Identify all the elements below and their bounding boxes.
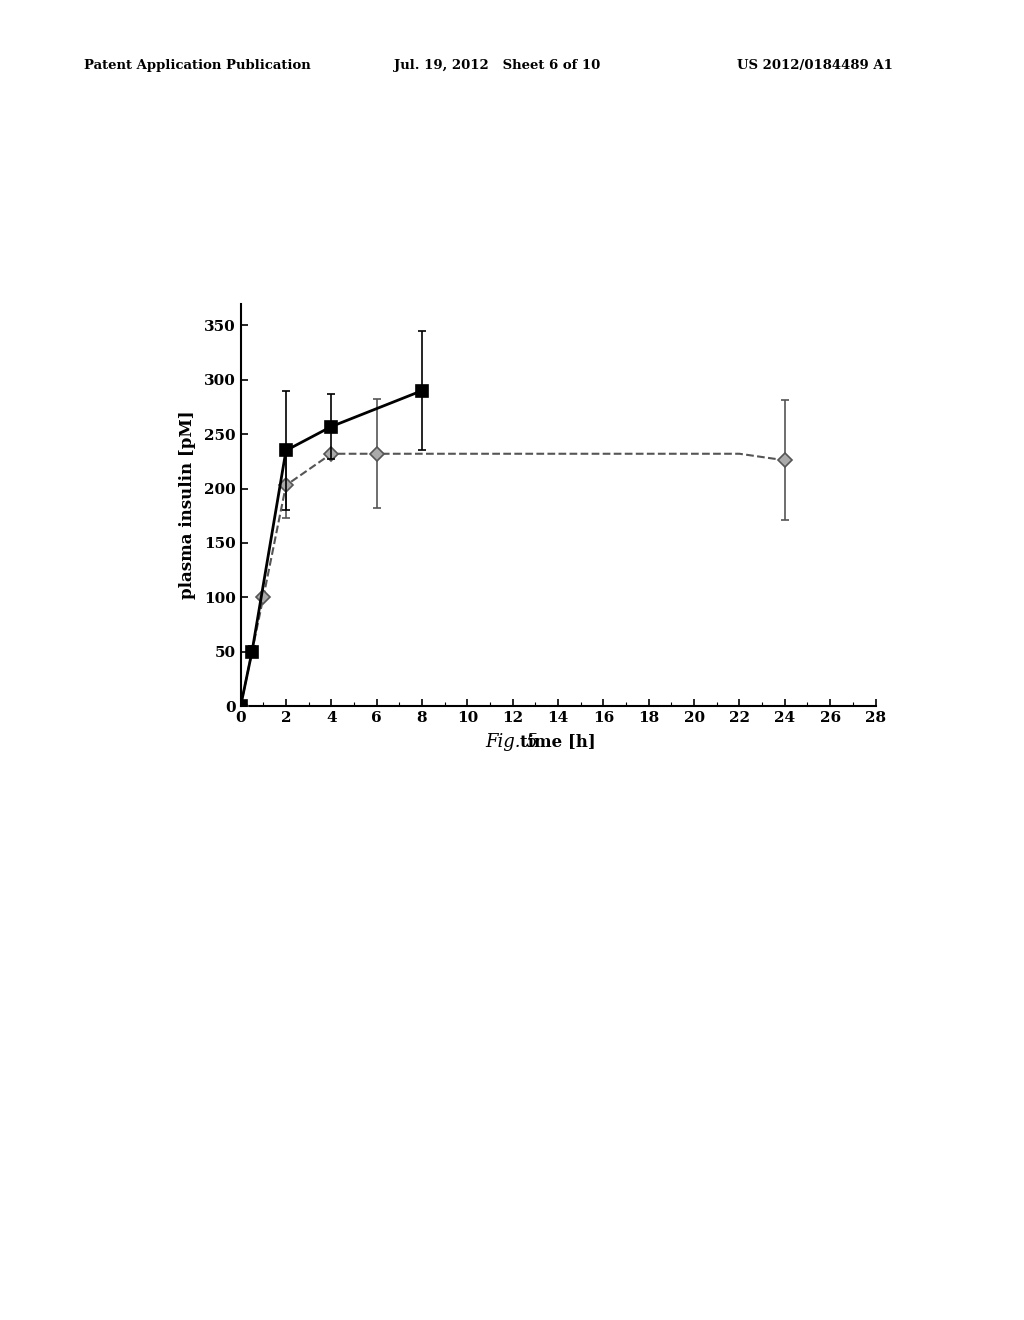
Text: Jul. 19, 2012   Sheet 6 of 10: Jul. 19, 2012 Sheet 6 of 10 [394, 59, 600, 73]
Text: Fig. 5: Fig. 5 [485, 733, 539, 751]
X-axis label: time [h]: time [h] [520, 734, 596, 750]
Text: US 2012/0184489 A1: US 2012/0184489 A1 [737, 59, 893, 73]
Y-axis label: plasma insulin [pM]: plasma insulin [pM] [178, 411, 196, 599]
Text: Patent Application Publication: Patent Application Publication [84, 59, 310, 73]
